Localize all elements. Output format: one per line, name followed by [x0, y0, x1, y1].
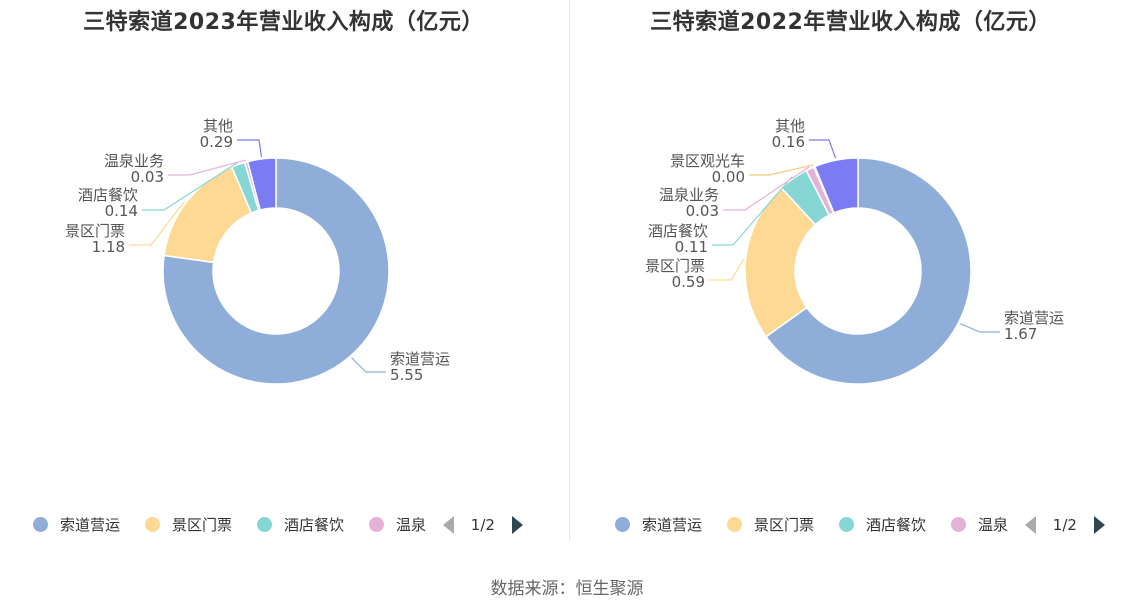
label-leader-line	[237, 139, 263, 158]
slice-value-label: 0.03	[686, 202, 719, 220]
legend-label: 景区门票	[172, 516, 233, 534]
slice-value-label: 0.00	[712, 168, 745, 186]
slice-name-label: 景区门票	[645, 257, 705, 275]
slice-name-label: 温泉业务	[104, 152, 164, 170]
slice-value-label: 0.59	[672, 273, 705, 291]
data-source-note: 数据来源：恒生聚源	[490, 579, 644, 599]
slice-name-label: 温泉业务	[659, 186, 719, 204]
chart-legend: 索道营运 景区门票 酒店餐饮 温泉 1/2	[567, 512, 1134, 538]
donut-slices	[744, 157, 972, 385]
slice-name-label: 其他	[775, 117, 805, 135]
chart-title: 三特索道2022年营业收入构成（亿元）	[650, 10, 1051, 35]
legend-prev-icon[interactable]	[443, 515, 454, 534]
legend-label: 酒店餐饮	[866, 516, 927, 534]
legend-item-wenquan[interactable]: 温泉	[369, 512, 426, 538]
legend-pager: 1/2	[1025, 512, 1105, 538]
chart-legend: 索道营运 景区门票 酒店餐饮 温泉 1/2	[0, 512, 567, 538]
donut-slice[interactable]	[744, 186, 817, 338]
label-leader-line	[960, 323, 1000, 333]
donut-slice[interactable]	[764, 157, 972, 385]
slice-name-label: 其他	[203, 117, 233, 135]
legend-label: 索道营运	[642, 516, 703, 534]
legend-page-number: 1/2	[1052, 516, 1077, 534]
slice-value-label: 0.16	[772, 133, 805, 151]
legend-item-menpiao[interactable]: 景区门票	[727, 512, 814, 538]
legend-prev-icon[interactable]	[1025, 515, 1036, 534]
legend-label: 温泉	[978, 516, 1009, 534]
slice-name-label: 酒店餐饮	[78, 186, 138, 204]
legend-label: 酒店餐饮	[284, 516, 345, 534]
legend-label: 景区门票	[754, 516, 815, 534]
slice-value-label: 1.67	[1004, 325, 1037, 343]
slice-value-label: 0.03	[131, 168, 164, 186]
chart-panel-2023: 三特索道2023年营业收入构成（亿元） 索道营运 5.55 景区门票 1.18 酒店餐饮…	[0, 0, 567, 560]
label-leader-line	[712, 176, 793, 246]
slice-name-label: 景区观光车	[670, 152, 745, 170]
legend-label: 索道营运	[60, 516, 121, 534]
legend-next-icon[interactable]	[511, 515, 523, 534]
donut-slice[interactable]	[813, 157, 859, 214]
legend-dot	[839, 517, 854, 532]
slice-value-label: 5.55	[390, 366, 423, 384]
label-leader-line	[709, 258, 745, 281]
label-leader-line	[142, 162, 238, 211]
legend-dot	[369, 517, 384, 532]
slice-value-label: 0.11	[675, 238, 708, 256]
slice-name-label: 景区门票	[65, 222, 125, 240]
label-leader-line	[129, 200, 186, 246]
legend-item-suodao[interactable]: 索道营运	[33, 512, 120, 538]
legend-item-jiudian[interactable]: 酒店餐饮	[839, 512, 926, 538]
slice-value-label: 0.14	[105, 202, 138, 220]
label-leader-line	[351, 357, 386, 373]
legend-item-jiudian[interactable]: 酒店餐饮	[257, 512, 344, 538]
label-leader-line	[749, 164, 814, 176]
legend-dot	[615, 517, 630, 532]
legend-dot	[727, 517, 742, 532]
label-leader-line	[723, 166, 810, 211]
legend-dot	[145, 517, 160, 532]
legend-dot	[951, 517, 966, 532]
donut-slice[interactable]	[246, 157, 277, 211]
slice-name-label: 索道营运	[390, 350, 450, 368]
label-leader-line	[168, 159, 246, 176]
slice-value-label: 0.29	[200, 133, 233, 151]
legend-next-icon[interactable]	[1093, 515, 1105, 534]
donut-slices	[162, 157, 390, 385]
panel-divider	[569, 0, 570, 540]
legend-label: 温泉	[396, 516, 427, 534]
chart-title: 三特索道2023年营业收入构成（亿元）	[83, 10, 484, 35]
legend-item-wenquan[interactable]: 温泉	[951, 512, 1008, 538]
slice-name-label: 索道营运	[1004, 309, 1064, 327]
legend-item-suodao[interactable]: 索道营运	[615, 512, 702, 538]
legend-item-menpiao[interactable]: 景区门票	[145, 512, 232, 538]
slice-name-label: 酒店餐饮	[648, 222, 708, 240]
label-leader-line	[809, 139, 837, 159]
chart-panel-2022: 三特索道2022年营业收入构成（亿元） 索道营运 1.67 景区门票 0.59 酒店餐饮…	[567, 0, 1134, 560]
slice-value-label: 1.18	[92, 238, 125, 256]
legend-dot	[257, 517, 272, 532]
donut-slice[interactable]	[162, 157, 390, 385]
legend-dot	[33, 517, 48, 532]
legend-pager: 1/2	[443, 512, 523, 538]
legend-page-number: 1/2	[470, 516, 495, 534]
